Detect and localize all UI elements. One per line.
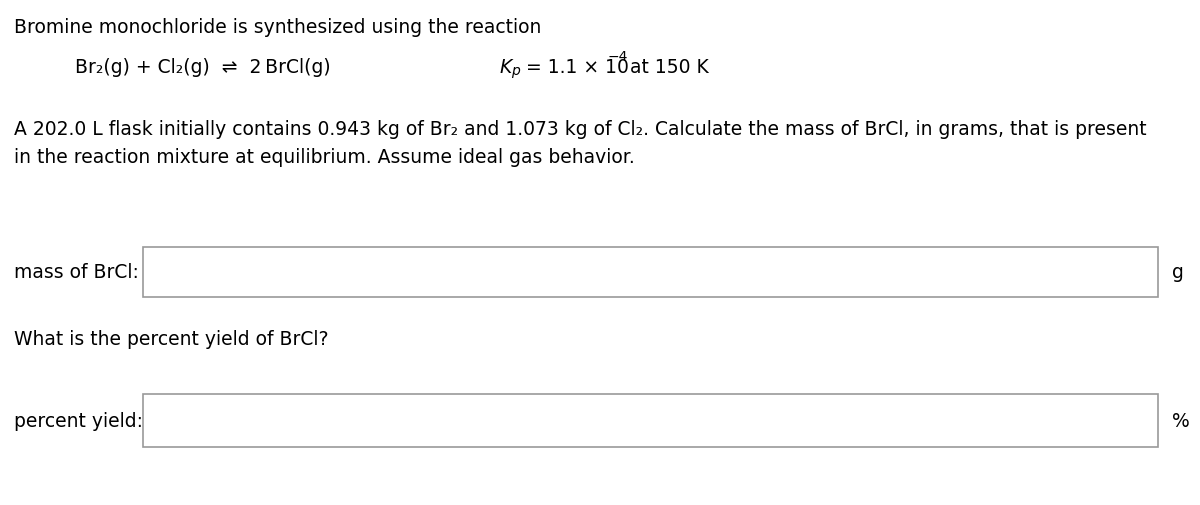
Text: Br₂(g) + Cl₂(g)  ⇌  2 BrCl(g): Br₂(g) + Cl₂(g) ⇌ 2 BrCl(g): [74, 58, 331, 77]
FancyBboxPatch shape: [143, 394, 1158, 447]
Text: mass of BrCl:: mass of BrCl:: [14, 263, 139, 282]
Text: −4: −4: [608, 50, 629, 64]
Text: Bromine monochloride is synthesized using the reaction: Bromine monochloride is synthesized usin…: [14, 18, 541, 37]
Text: percent yield:: percent yield:: [14, 411, 143, 430]
Text: What is the percent yield of BrCl?: What is the percent yield of BrCl?: [14, 329, 329, 348]
Text: %: %: [1172, 411, 1189, 430]
Text: K: K: [500, 58, 512, 77]
Text: g: g: [1172, 263, 1184, 282]
FancyBboxPatch shape: [143, 247, 1158, 297]
Text: A 202.0 L flask initially contains 0.943 kg of Br₂ and 1.073 kg of Cl₂. Calculat: A 202.0 L flask initially contains 0.943…: [14, 120, 1147, 139]
Text: = 1.1 × 10: = 1.1 × 10: [520, 58, 629, 77]
Text: at 150 K: at 150 K: [624, 58, 709, 77]
Text: in the reaction mixture at equilibrium. Assume ideal gas behavior.: in the reaction mixture at equilibrium. …: [14, 147, 635, 167]
Text: p: p: [511, 64, 520, 78]
